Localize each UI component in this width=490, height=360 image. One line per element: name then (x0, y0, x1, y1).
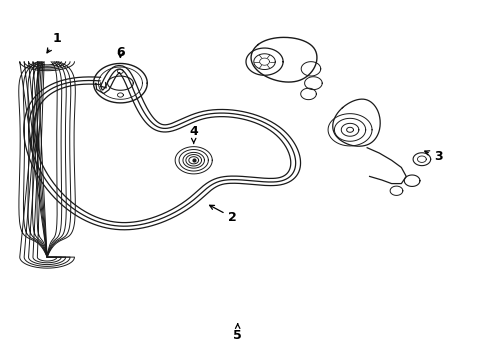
Text: 2: 2 (210, 205, 237, 224)
Text: 5: 5 (233, 324, 242, 342)
Text: 1: 1 (47, 32, 61, 53)
Text: 4: 4 (189, 125, 198, 144)
Text: 3: 3 (425, 150, 442, 163)
Text: 6: 6 (116, 46, 125, 59)
